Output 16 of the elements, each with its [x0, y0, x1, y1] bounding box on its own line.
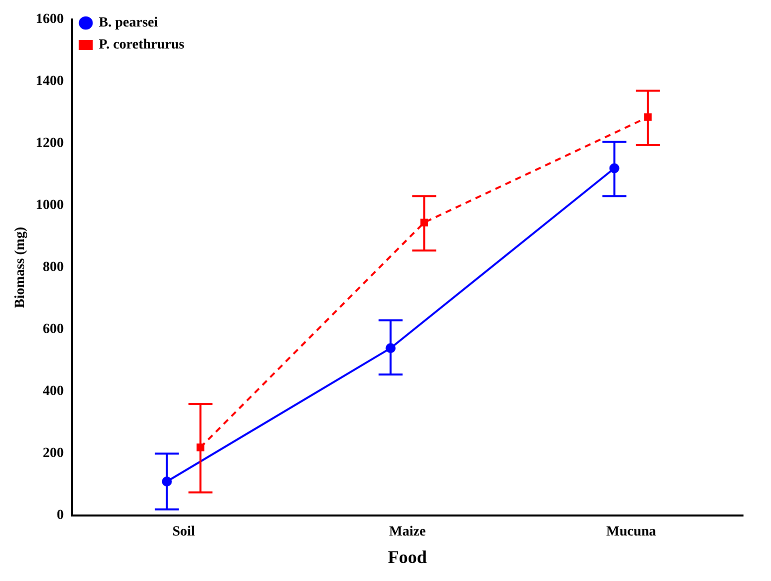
x-tick-label: Soil	[172, 524, 196, 540]
y-tick-label: 1200	[36, 136, 64, 152]
legend-label: P. corethrurus	[98, 38, 185, 53]
x-tick-label: Maize	[389, 524, 426, 540]
y-tick-label: 1000	[36, 198, 64, 214]
y-tick-label: 200	[42, 446, 64, 462]
y-tick-label: 600	[42, 322, 64, 338]
x-axis-title: Food	[388, 546, 427, 567]
legend-label: B. pearsei	[98, 16, 158, 31]
y-axis-title: Biomass (mg)	[13, 226, 28, 308]
y-tick-label: 1600	[36, 12, 64, 28]
x-tick-label: Mucuna	[606, 524, 656, 540]
y-tick-label: 800	[42, 260, 64, 276]
y-tick-label: 400	[42, 384, 64, 400]
y-tick-label: 1400	[36, 74, 64, 90]
y-tick-label: 0	[56, 508, 64, 524]
